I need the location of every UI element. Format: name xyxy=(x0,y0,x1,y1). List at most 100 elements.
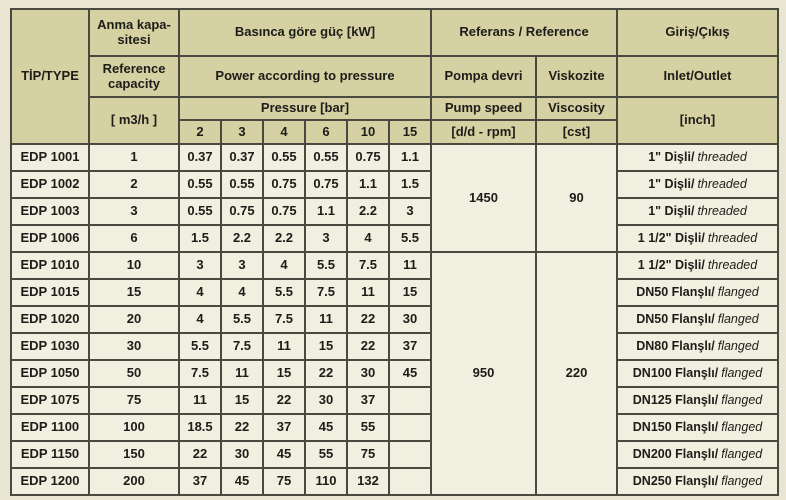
table-row-edp-1030: EDP 1030 30 5.5 7.5 11 15 22 37 DN80 Fla… xyxy=(10,332,779,361)
pump-type-cell: EDP 1020 xyxy=(10,305,90,334)
pump-type-cell: EDP 1075 xyxy=(10,386,90,415)
power-cell: 7.5 xyxy=(178,359,222,388)
power-cell: 11 xyxy=(304,305,348,334)
viscosity-group2-cell: 220 xyxy=(535,251,618,496)
table-row-edp-1200: EDP 1200 200 37 45 75 110 132 DN250 Flan… xyxy=(10,467,779,496)
power-cell: 55 xyxy=(346,413,390,442)
capacity-cell: 6 xyxy=(88,224,180,253)
header-pressure-6: 6 xyxy=(304,119,348,145)
power-cell: 1.1 xyxy=(388,143,432,172)
capacity-cell: 200 xyxy=(88,467,180,496)
header-referans: Referans / Reference xyxy=(430,8,618,57)
inlet-main-label: DN150 Flanşlı/ xyxy=(632,420,719,435)
power-cell: 37 xyxy=(346,386,390,415)
inlet-main-label: DN100 Flanşlı/ xyxy=(632,366,719,381)
capacity-cell: 10 xyxy=(88,251,180,280)
header-pressure-bar: Pressure [bar] xyxy=(178,96,432,121)
power-cell: 1.1 xyxy=(304,197,348,226)
inlet-italic-label: flanged xyxy=(721,474,763,489)
power-cell: 37 xyxy=(262,413,306,442)
power-cell: 110 xyxy=(304,467,348,496)
pump-type-cell: EDP 1100 xyxy=(10,413,90,442)
power-cell: 1.1 xyxy=(346,170,390,199)
inlet-outlet-cell: 1" Dişli/threaded xyxy=(616,143,779,172)
table-row-edp-1001: EDP 1001 1 0.37 0.37 0.55 0.55 0.75 1.1 … xyxy=(10,143,779,253)
capacity-cell: 1 xyxy=(88,143,180,172)
pump-speed-group1-cell: 1450 xyxy=(430,143,537,253)
inlet-outlet-cell: DN80 Flanşlı/flanged xyxy=(616,332,779,361)
inlet-italic-label: threaded xyxy=(707,231,758,246)
inlet-outlet-cell: 1" Dişli/threaded xyxy=(616,197,779,226)
power-cell: 0.55 xyxy=(304,143,348,172)
power-cell: 3 xyxy=(220,251,264,280)
inlet-main-label: DN125 Flanşlı/ xyxy=(632,393,719,408)
inlet-outlet-cell: DN200 Flanşlı/flanged xyxy=(616,440,779,469)
power-cell: 22 xyxy=(346,305,390,334)
header-pump-speed-en: Pump speed xyxy=(430,96,537,121)
inlet-main-label: DN50 Flanşlı/ xyxy=(636,312,715,327)
power-cell: 5.5 xyxy=(304,251,348,280)
power-cell: 0.55 xyxy=(178,170,222,199)
inlet-outlet-cell: DN100 Flanşlı/flanged xyxy=(616,359,779,388)
power-cell: 30 xyxy=(304,386,348,415)
header-pressure-10: 10 xyxy=(346,119,390,145)
power-cell: 11 xyxy=(346,278,390,307)
power-cell: 30 xyxy=(388,305,432,334)
capacity-cell: 20 xyxy=(88,305,180,334)
viscosity-group1-cell: 90 xyxy=(535,143,618,253)
power-cell: 1.5 xyxy=(388,170,432,199)
power-cell: 7.5 xyxy=(262,305,306,334)
power-cell: 2.2 xyxy=(262,224,306,253)
power-cell: 45 xyxy=(220,467,264,496)
power-cell-empty xyxy=(388,440,432,469)
power-cell: 0.75 xyxy=(220,197,264,226)
pump-type-cell: EDP 1003 xyxy=(10,197,90,226)
power-cell: 45 xyxy=(304,413,348,442)
inlet-italic-label: threaded xyxy=(707,258,758,273)
header-anma-kapasitesi: Anma kapa- sitesi xyxy=(88,8,180,57)
capacity-cell: 50 xyxy=(88,359,180,388)
header-giris-cikis: Giriş/Çıkış xyxy=(616,8,779,57)
inlet-italic-label: flanged xyxy=(717,339,759,354)
header-pressure-2: 2 xyxy=(178,119,222,145)
inlet-main-label: DN50 Flanşlı/ xyxy=(636,285,715,300)
power-cell: 45 xyxy=(388,359,432,388)
pump-speed-group2-cell: 950 xyxy=(430,251,537,496)
table-row-edp-1015: EDP 1015 15 4 4 5.5 7.5 11 15 DN50 Flanş… xyxy=(10,278,779,307)
power-cell: 15 xyxy=(304,332,348,361)
power-cell: 37 xyxy=(388,332,432,361)
inlet-outlet-cell: DN50 Flanşlı/flanged xyxy=(616,305,779,334)
pump-type-cell: EDP 1030 xyxy=(10,332,90,361)
power-cell: 0.75 xyxy=(304,170,348,199)
power-cell: 11 xyxy=(178,386,222,415)
inlet-main-label: 1 1/2" Dişli/ xyxy=(637,231,705,246)
inlet-italic-label: flanged xyxy=(717,312,759,327)
power-cell: 18.5 xyxy=(178,413,222,442)
header-m3h-unit: [ m3/h ] xyxy=(88,96,180,145)
header-viscosity-en: Viscosity xyxy=(535,96,618,121)
power-cell: 3 xyxy=(388,197,432,226)
inlet-main-label: 1" Dişli/ xyxy=(648,150,695,165)
power-cell: 5.5 xyxy=(178,332,222,361)
inlet-main-label: 1" Dişli/ xyxy=(648,204,695,219)
table-row-edp-1003: EDP 1003 3 0.55 0.75 0.75 1.1 2.2 3 1" D… xyxy=(10,197,779,226)
header-power-tr: Basınca göre güç [kW] xyxy=(178,8,432,57)
power-cell: 0.55 xyxy=(220,170,264,199)
header-power-en: Power according to pressure xyxy=(178,55,432,98)
power-cell: 55 xyxy=(304,440,348,469)
inlet-outlet-cell: 1 1/2" Dişli/threaded xyxy=(616,251,779,280)
header-inlet-outlet: Inlet/Outlet xyxy=(616,55,779,98)
header-tip-type: TİP/TYPE xyxy=(10,8,90,145)
inlet-main-label: DN80 Flanşlı/ xyxy=(636,339,715,354)
header-reference-capacity: Reference capacity xyxy=(88,55,180,98)
power-cell: 4 xyxy=(178,278,222,307)
power-cell: 0.75 xyxy=(262,197,306,226)
power-cell: 15 xyxy=(262,359,306,388)
power-cell: 11 xyxy=(262,332,306,361)
capacity-cell: 150 xyxy=(88,440,180,469)
inlet-italic-label: threaded xyxy=(697,150,747,165)
inlet-outlet-cell: DN250 Flanşlı/flanged xyxy=(616,467,779,496)
inlet-italic-label: flanged xyxy=(721,393,763,408)
power-cell: 4 xyxy=(220,278,264,307)
power-cell: 0.37 xyxy=(220,143,264,172)
